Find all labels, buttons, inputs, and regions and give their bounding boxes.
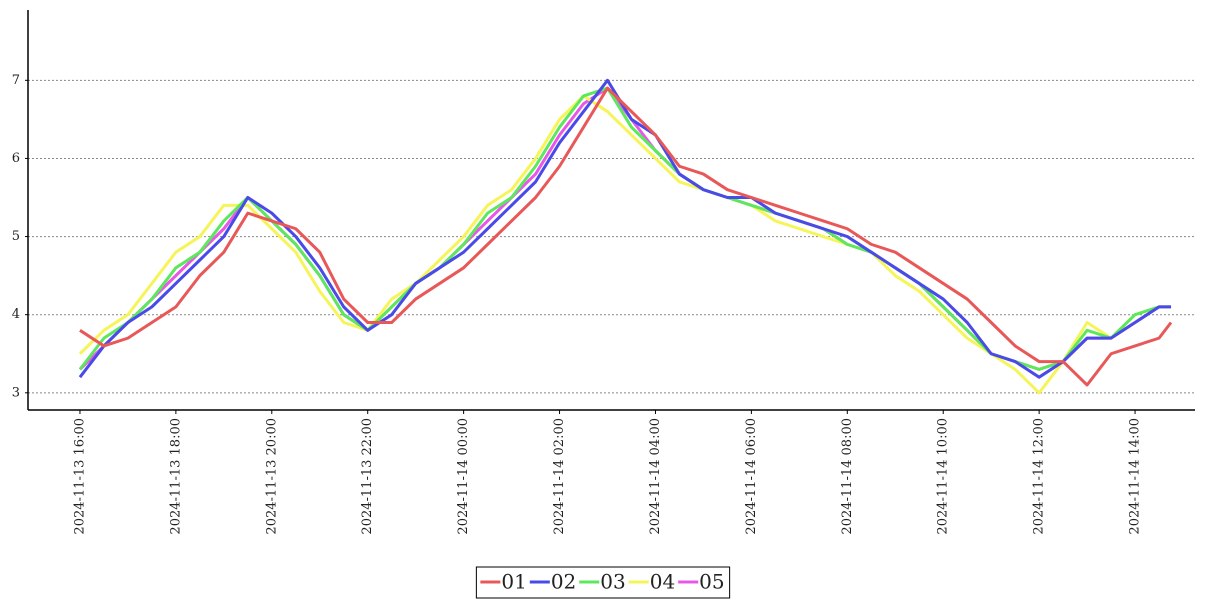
legend-label: 05	[699, 570, 724, 594]
legend-label: 04	[650, 570, 675, 594]
y-tick-label: 6	[12, 151, 20, 166]
y-tick-label: 4	[12, 307, 20, 322]
series-line	[78, 94, 1172, 395]
x-tick-label: 2024-11-14 14:00	[1128, 418, 1143, 535]
x-tick-label: 2024-11-14 02:00	[552, 418, 567, 535]
x-tick-label: 2024-11-13 20:00	[264, 418, 279, 535]
series-line	[78, 78, 1172, 379]
x-tick-label: 2024-11-14 12:00	[1032, 418, 1047, 535]
x-tick-label: 2024-11-13 22:00	[360, 418, 375, 535]
series-line	[79, 86, 1173, 387]
x-tick-label: 2024-11-14 04:00	[648, 418, 663, 535]
legend: 01 02 03 04 05	[475, 566, 731, 599]
x-tick-label: 2024-11-14 10:00	[936, 418, 951, 535]
x-tick-label: 2024-11-14 06:00	[744, 418, 759, 535]
legend-label: 03	[600, 570, 625, 594]
x-tick-label: 2024-11-14 00:00	[456, 418, 471, 535]
x-tick-label: 2024-11-13 18:00	[168, 418, 183, 535]
legend-label: 01	[501, 570, 526, 594]
x-tick-label: 2024-11-13 16:00	[72, 418, 87, 535]
y-tick-label: 7	[12, 73, 20, 88]
y-tick-label: 5	[12, 229, 20, 244]
legend-label: 02	[551, 570, 576, 594]
y-tick-label: 3	[12, 385, 20, 400]
x-tick-label: 2024-11-14 08:00	[840, 418, 855, 535]
